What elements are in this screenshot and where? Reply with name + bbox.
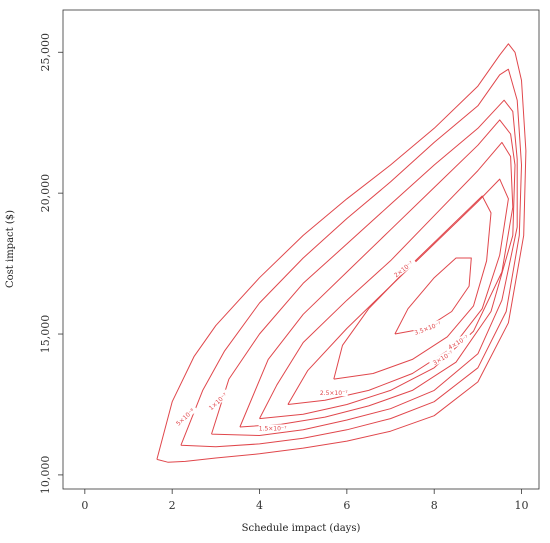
contour-line: [259, 141, 514, 420]
x-axis: 0 2 4 6 8 10: [81, 489, 529, 512]
contour-label-bg: [413, 319, 442, 337]
contour-labels: 5×10⁻⁸ 1×10⁻⁷ 1.5×10⁻⁷ 2×10⁻⁷ 2.5×10⁻⁷ 3×10⁻⁷…: [172, 257, 472, 432]
contour-level-label: 1×10⁻⁷: [208, 392, 230, 412]
contour-label-bg: [444, 332, 472, 353]
contour-line: [180, 68, 522, 448]
contour-lines: [156, 43, 527, 463]
contour-line: [239, 119, 516, 428]
contour-line: [211, 99, 518, 436]
contour-label-bg: [258, 424, 287, 432]
contour-level-label: 5×10⁻⁸: [175, 407, 197, 427]
x-tick-label: 8: [431, 499, 438, 512]
contour-level-label: 4×10⁻⁷: [447, 334, 470, 351]
x-tick-label: 2: [169, 499, 176, 512]
contour-label-bg: [172, 404, 198, 429]
contour-level-label: 3×10⁻⁷: [432, 350, 455, 367]
contour-label-bg: [204, 389, 231, 414]
contour-level-label: 2.5×10⁻⁷: [320, 390, 348, 397]
contour-level-label: 1.5×10⁻⁷: [259, 425, 287, 432]
contour-line: [333, 195, 492, 380]
contour-level-label: 3.5×10⁻⁷: [414, 321, 443, 337]
x-axis-title: Schedule impact (days): [242, 523, 361, 534]
x-tick-label: 4: [256, 499, 263, 512]
y-axis-title: Cost impact ($): [5, 210, 16, 288]
plot-frame: [62, 9, 540, 490]
x-tick-label: 6: [343, 499, 350, 512]
contour-line: [156, 43, 527, 463]
x-tick-label: 0: [81, 499, 88, 512]
contour-label-bg: [428, 347, 457, 368]
contour-label-bg: [390, 257, 417, 281]
y-tick-label: 25,000: [39, 33, 52, 72]
y-tick-label: 15,000: [39, 315, 52, 354]
y-axis: 10,000 15,000 20,000 25,000: [39, 33, 63, 494]
contour-level-label: 2×10⁻⁷: [393, 260, 415, 279]
y-tick-label: 20,000: [39, 174, 52, 213]
contour-line: [287, 178, 509, 405]
x-tick-label: 10: [515, 499, 529, 512]
contour-label-bg: [319, 389, 348, 397]
y-tick-label: 10,000: [39, 456, 52, 495]
